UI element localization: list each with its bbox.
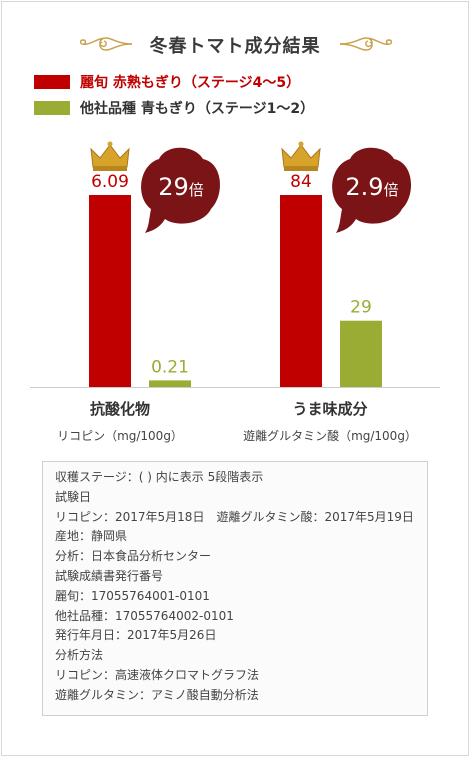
title-row: 冬春トマト成分結果 [0,26,470,66]
ratio-bubble [332,147,412,233]
crown-icon [281,144,321,168]
note-line: 試験成績書発行番号 [55,568,164,583]
left-flourish-icon [79,37,133,51]
note-line: 産地：静岡県 [55,529,128,544]
category-label: うま味成分 [292,400,367,418]
notes-list: 収穫ステージ：( ) 内に表示 5段階表示 試験日リコピン：2017年5月18日 … [55,468,427,706]
ratio-bubble [141,147,221,233]
legend-swatch-red [34,75,70,89]
legend-stage: （ステージ4〜5） [182,75,301,91]
note-line: 分析方法 [55,648,104,663]
page-title: 冬春トマト成分結果 [149,36,321,57]
bar-reishun [89,195,131,387]
crown-jewel [107,141,113,147]
note-line: 分析：日本食品分析センター [55,549,212,564]
crown-band [93,166,127,171]
note-line: 麗旬：17055764001-0101 [55,588,210,603]
note-line: 収穫ステージ：( ) 内に表示 5段階表示 [55,470,264,484]
legend-stage: （ステージ1〜2） [196,101,315,117]
crown-jewel [298,141,304,147]
category-unit-label: 遊離グルタミン酸（mg/100g） [243,428,417,443]
ratio-label: 2.9倍 [345,173,398,201]
bar-value-label: 29 [350,298,372,318]
legend-label: 麗旬 赤熟もぎり [80,75,183,91]
note-line: リコピン：2017年5月18日 遊離グルタミン酸：2017年5月19日 [55,509,414,524]
note-line: 発行年月日：2017年5月26日 [55,628,217,643]
crown-icon [90,144,130,168]
crown-band [284,166,318,171]
bar-value-label: 0.21 [151,357,189,377]
note-line: 遊離グルタミン：アミノ酸自動分析法 [55,687,259,702]
bar-competitor [149,380,191,387]
bar-value-label: 84 [290,172,312,192]
bar-competitor [340,320,382,387]
legend-label: 他社品種 青もぎり [80,101,197,117]
note-line: リコピン：高速液体クロマトグラフ法 [55,667,260,682]
legend-swatch-green [34,101,70,115]
note-line: 試験日 [55,489,92,504]
right-flourish-icon [339,37,393,51]
bar-reishun [280,195,322,387]
ratio-label: 29倍 [158,173,204,201]
category-unit-label: リコピン（mg/100g） [57,429,183,443]
chart-area: 6.09 0.21 29倍抗酸化物リコピン（mg/100g） 84 29 2.9倍うま味成… [0,130,470,460]
notes-box: 収穫ステージ：( ) 内に表示 5段階表示 試験日リコピン：2017年5月18日 … [42,461,428,716]
bar-value-label: 6.09 [91,172,129,192]
category-label: 抗酸化物 [90,400,150,418]
note-line: 他社品種：17055764002-0101 [55,608,234,623]
